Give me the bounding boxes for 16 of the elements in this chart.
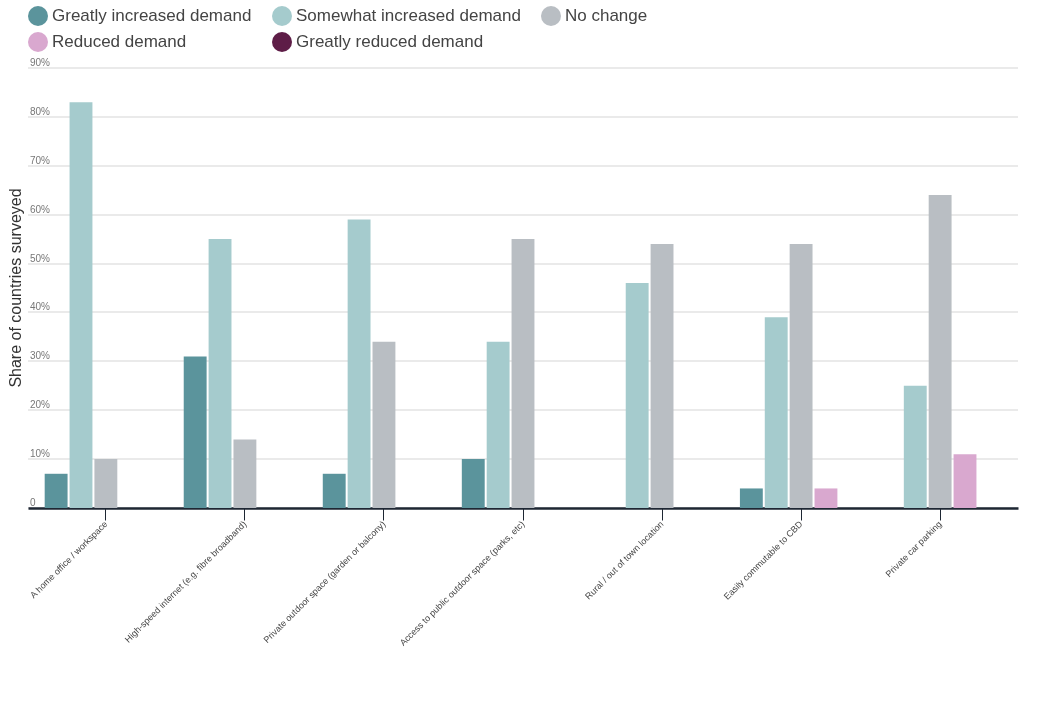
legend-label: Somewhat increased demand: [296, 6, 521, 25]
legend-label: No change: [565, 6, 648, 25]
y-tick-label: 0: [30, 497, 36, 508]
y-tick-label: 70%: [30, 154, 51, 166]
y-tick-label: 60%: [30, 203, 51, 215]
y-tick-label: 90%: [30, 57, 51, 68]
legend-label: Greatly reduced demand: [296, 32, 484, 51]
y-tick-label: 80%: [30, 105, 51, 117]
y-tick-label: 30%: [30, 350, 51, 362]
legend-label: Greatly increased demand: [52, 6, 252, 25]
y-tick-label: 40%: [30, 301, 51, 313]
y-axis-title: Share of countries surveyed: [7, 188, 24, 388]
y-tick-label: 50%: [30, 252, 51, 264]
legend-label: Reduced demand: [52, 32, 187, 51]
y-tick-label: 20%: [30, 399, 51, 411]
y-tick-label: 10%: [30, 448, 51, 460]
